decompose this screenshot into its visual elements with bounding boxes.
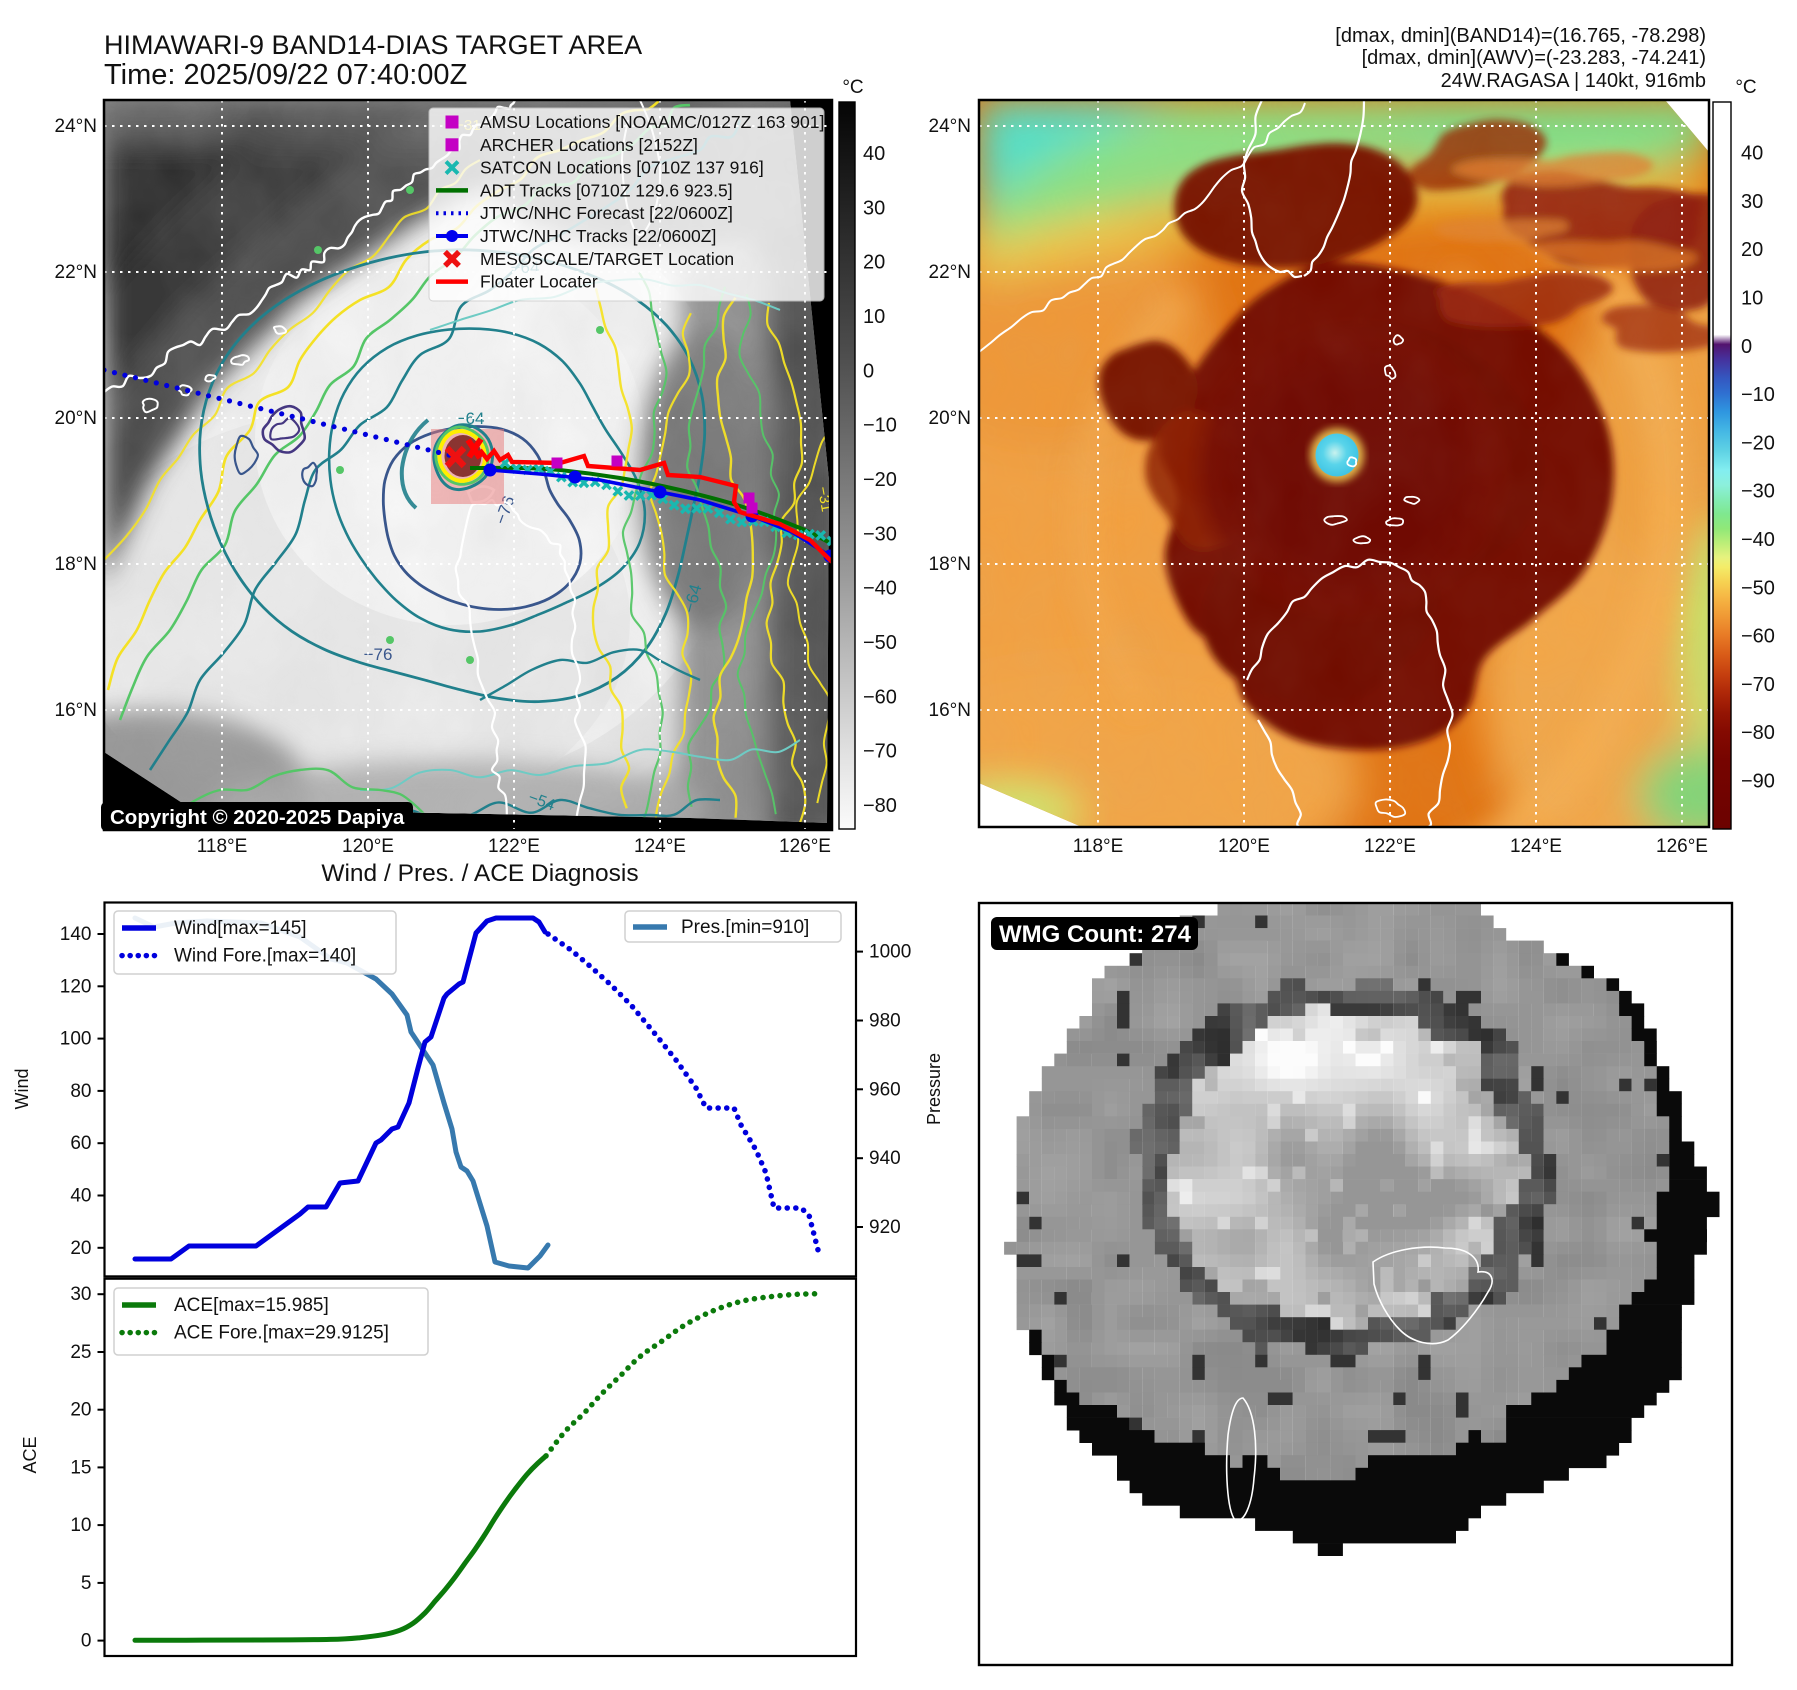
svg-text:Wind Fore.[max=140]: Wind Fore.[max=140]: [174, 946, 356, 967]
svg-text:20: 20: [863, 252, 885, 274]
svg-text:0: 0: [863, 360, 874, 382]
svg-text:−40: −40: [863, 578, 897, 600]
svg-text:100: 100: [60, 1029, 92, 1050]
svg-text:1000: 1000: [869, 942, 911, 963]
svg-text:80: 80: [70, 1081, 91, 1102]
svg-text:16°N: 16°N: [929, 700, 971, 721]
svg-text:30: 30: [1741, 191, 1763, 213]
svg-text:°C: °C: [1735, 77, 1756, 98]
svg-text:120: 120: [60, 976, 92, 997]
svg-text:18°N: 18°N: [929, 554, 971, 575]
svg-text:0: 0: [81, 1631, 92, 1652]
svg-text:MESOSCALE/TARGET Location: MESOSCALE/TARGET Location: [480, 249, 734, 269]
svg-text:20°N: 20°N: [55, 408, 97, 429]
svg-text:118°E: 118°E: [1073, 836, 1124, 857]
svg-text:ACE Fore.[max=29.9125]: ACE Fore.[max=29.9125]: [174, 1323, 389, 1344]
svg-text:122°E: 122°E: [488, 836, 540, 857]
svg-text:Pres.[min=910]: Pres.[min=910]: [681, 917, 809, 938]
svg-text:Wind / Pres. / ACE Diagnosis: Wind / Pres. / ACE Diagnosis: [321, 860, 638, 887]
svg-text:ACE: ACE: [20, 1436, 40, 1473]
svg-text:−31: −31: [814, 485, 835, 513]
svg-text:Pressure: Pressure: [924, 1053, 944, 1125]
svg-text:ARCHER Locations [2152Z]: ARCHER Locations [2152Z]: [480, 135, 698, 155]
svg-text:120°E: 120°E: [342, 836, 394, 857]
svg-text:124°E: 124°E: [634, 836, 686, 857]
svg-text:JTWC/NHC Tracks [22/0600Z]: JTWC/NHC Tracks [22/0600Z]: [480, 226, 716, 246]
svg-text:22°N: 22°N: [55, 262, 97, 283]
svg-text:10: 10: [1741, 288, 1763, 310]
svg-text:40: 40: [1741, 143, 1763, 165]
svg-text:0: 0: [1741, 336, 1752, 358]
svg-text:24°N: 24°N: [929, 116, 971, 137]
svg-text:°C: °C: [842, 77, 863, 98]
svg-text:20°N: 20°N: [929, 408, 971, 429]
svg-text:40: 40: [863, 143, 885, 165]
svg-text:126°E: 126°E: [1656, 836, 1708, 857]
svg-text:25: 25: [70, 1342, 91, 1363]
svg-text:60: 60: [70, 1133, 91, 1154]
svg-text:−40: −40: [1741, 529, 1775, 551]
svg-text:30: 30: [70, 1284, 91, 1305]
svg-text:118°E: 118°E: [197, 836, 248, 857]
svg-text:−10: −10: [1741, 384, 1775, 406]
svg-text:140: 140: [60, 924, 92, 945]
svg-text:−20: −20: [863, 469, 897, 491]
svg-text:SATCON Locations [0710Z 137 91: SATCON Locations [0710Z 137 916]: [480, 158, 764, 178]
svg-text:−50: −50: [863, 632, 897, 654]
svg-text:124°E: 124°E: [1510, 836, 1562, 857]
svg-text:Wind[max=145]: Wind[max=145]: [174, 918, 307, 939]
svg-text:10: 10: [863, 306, 885, 328]
svg-text:Wind: Wind: [12, 1068, 32, 1109]
svg-text:−80: −80: [863, 795, 897, 817]
svg-text:122°E: 122°E: [1364, 836, 1416, 857]
svg-text:18°N: 18°N: [55, 554, 97, 575]
svg-text:16°N: 16°N: [55, 700, 97, 721]
svg-text:−70: −70: [863, 741, 897, 763]
svg-text:JTWC/NHC Forecast [22/0600Z]: JTWC/NHC Forecast [22/0600Z]: [480, 203, 733, 223]
svg-text:AMSU Locations [NOAAMC/0127Z 1: AMSU Locations [NOAAMC/0127Z 163 901]: [480, 112, 824, 132]
svg-text:−30: −30: [1741, 481, 1775, 503]
svg-text:−90: −90: [1741, 771, 1775, 793]
svg-text:Copyright © 2020-2025 Dapiya: Copyright © 2020-2025 Dapiya: [110, 806, 405, 829]
svg-text:−20: −20: [1741, 432, 1775, 454]
svg-text:ACE[max=15.985]: ACE[max=15.985]: [174, 1295, 329, 1316]
svg-text:−60: −60: [1741, 626, 1775, 648]
svg-text:126°E: 126°E: [779, 836, 831, 857]
svg-text:40: 40: [70, 1186, 91, 1207]
svg-text:20: 20: [70, 1400, 91, 1421]
svg-text:24°N: 24°N: [55, 116, 97, 137]
svg-text:−60: −60: [863, 686, 897, 708]
svg-text:120°E: 120°E: [1218, 836, 1270, 857]
svg-text:−70: −70: [1741, 674, 1775, 696]
svg-text:−50: −50: [1741, 577, 1775, 599]
svg-text:ADT Tracks [0710Z 129.6 923.5]: ADT Tracks [0710Z 129.6 923.5]: [480, 180, 733, 200]
svg-text:22°N: 22°N: [929, 262, 971, 283]
svg-text:−80: −80: [1741, 722, 1775, 744]
svg-text:−30: −30: [863, 523, 897, 545]
svg-text:940: 940: [869, 1148, 901, 1169]
svg-text:−76: −76: [364, 645, 393, 664]
svg-text:30: 30: [863, 197, 885, 219]
svg-text:15: 15: [70, 1457, 91, 1478]
svg-text:−10: −10: [863, 415, 897, 437]
svg-text:20: 20: [1741, 239, 1763, 261]
svg-text:920: 920: [869, 1217, 901, 1238]
svg-text:Floater Locater: Floater Locater: [480, 272, 598, 292]
svg-text:960: 960: [869, 1079, 901, 1100]
svg-text:5: 5: [81, 1573, 92, 1594]
svg-text:10: 10: [70, 1515, 91, 1536]
svg-text:WMG Count: 274: WMG Count: 274: [999, 921, 1192, 948]
svg-text:20: 20: [70, 1238, 91, 1259]
svg-text:980: 980: [869, 1011, 901, 1032]
